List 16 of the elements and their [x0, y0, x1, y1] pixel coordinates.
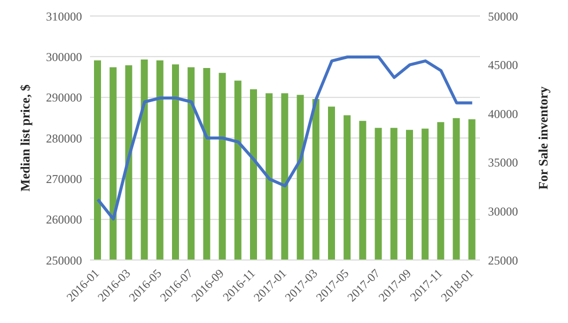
y2-tick-label: 30000 [488, 204, 518, 218]
y2-tick-label: 40000 [488, 106, 518, 121]
y2-tick-label: 35000 [488, 156, 518, 170]
y-tick-label: 270000 [46, 172, 82, 186]
y2-tick-label: 45000 [488, 58, 518, 72]
y-tick-label: 300000 [46, 50, 82, 64]
y-axis-title: Median list price, $ [18, 84, 33, 192]
y-tick-label: 250000 [46, 253, 82, 268]
line-series [96, 55, 474, 221]
y2-tick-label: 25000 [488, 253, 518, 268]
y-tick-label: 260000 [46, 212, 82, 227]
y-tick-label: 280000 [46, 131, 82, 146]
y2-tick-label: 50000 [488, 9, 518, 24]
y-tick-label: 310000 [46, 9, 82, 24]
y-tick-label: 290000 [46, 90, 82, 105]
y2-axis-title: For Sale inventory [536, 86, 551, 190]
